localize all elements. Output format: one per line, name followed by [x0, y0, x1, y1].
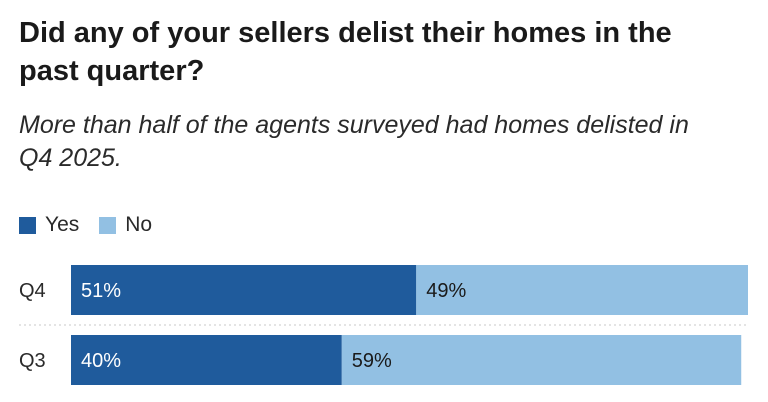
legend-swatch-yes	[19, 216, 36, 234]
category-label-q4: Q4	[19, 280, 46, 302]
legend-item-yes: Yes	[19, 213, 79, 237]
value-label-q3-yes: 40%	[81, 350, 121, 372]
value-label-q4-no: 49%	[426, 280, 466, 302]
chart-title: Did any of your sellers delist their hom…	[19, 17, 672, 87]
chart-subtitle: More than half of the agents surveyed ha…	[19, 111, 689, 172]
value-label-q3-no: 59%	[352, 350, 392, 372]
bar-q4-no	[416, 265, 748, 315]
bar-q4-yes	[71, 265, 417, 315]
bar-q3-yes	[71, 335, 342, 385]
legend-swatch-no	[99, 216, 117, 234]
value-label-q4-yes: 51%	[81, 280, 121, 302]
bar-q3-no	[341, 335, 742, 385]
legend-label-yes: Yes	[45, 213, 80, 236]
category-label-q3: Q3	[19, 350, 46, 372]
legend-item-no: No	[99, 213, 152, 237]
legend-label-no: No	[125, 213, 153, 236]
chart-legend: Yes No	[19, 212, 172, 238]
stacked-bar-chart: Q4 51% 49% Q3 40% 59%	[19, 265, 748, 385]
